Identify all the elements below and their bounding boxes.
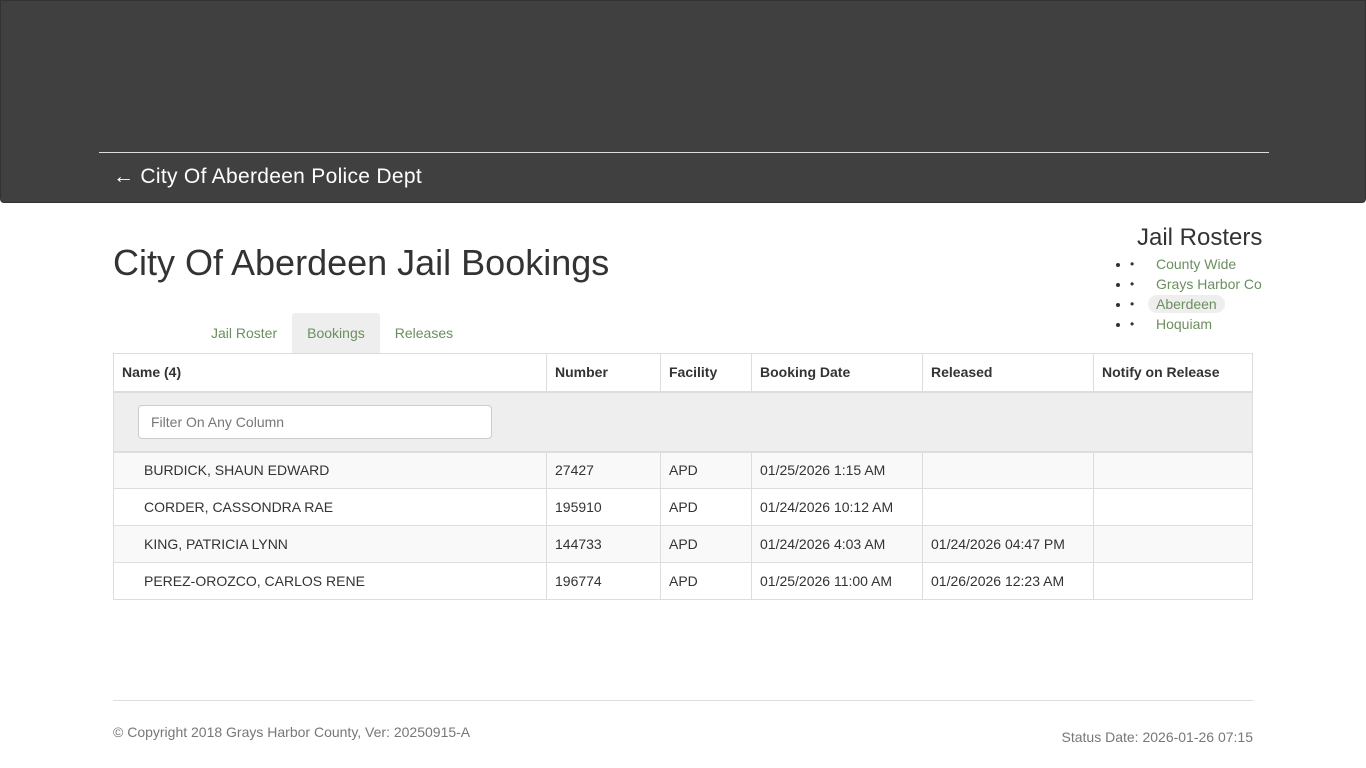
- cell-released: [922, 451, 1094, 489]
- status-date: Status Date: 2026-01-26 07:15: [1061, 729, 1253, 745]
- column-header-notify[interactable]: Notify on Release: [1093, 353, 1253, 393]
- copyright-text: © Copyright 2018 Grays Harbor County, Ve…: [113, 724, 471, 740]
- cell-booking-date: 01/24/2026 4:03 AM: [751, 525, 923, 563]
- roster-link-county-wide[interactable]: County Wide: [1156, 256, 1237, 272]
- cell-released: [922, 488, 1094, 526]
- cell-booking-date: 01/25/2026 1:15 AM: [751, 451, 923, 489]
- column-header-facility[interactable]: Facility: [660, 353, 752, 393]
- column-header-booking-date[interactable]: Booking Date: [751, 353, 923, 393]
- table-row[interactable]: PEREZ-OROZCO, CARLOS RENE 196774 APD 01/25/…: [113, 562, 1253, 600]
- cell-booking-date: 01/25/2026 11:00 AM: [751, 562, 923, 600]
- cell-number: 196774: [546, 562, 661, 600]
- header-bar: ← City Of Aberdeen Police Dept: [0, 0, 1366, 203]
- back-link[interactable]: ← City Of Aberdeen Police Dept: [113, 165, 422, 188]
- column-header-name[interactable]: Name (4): [113, 353, 547, 393]
- cell-number: 27427: [546, 451, 661, 489]
- roster-link-aberdeen[interactable]: Aberdeen: [1148, 295, 1225, 313]
- cell-facility: APD: [660, 488, 752, 526]
- roster-item: Grays Harbor Co: [1130, 274, 1270, 294]
- roster-link-hoquiam[interactable]: Hoquiam: [1156, 316, 1213, 332]
- cell-number: 144733: [546, 525, 661, 563]
- jail-rosters-title: Jail Rosters: [1137, 224, 1263, 251]
- bookings-table: Name (4) Number Facility Booking Date Re…: [113, 353, 1253, 600]
- cell-booking-date: 01/24/2026 10:12 AM: [751, 488, 923, 526]
- table-row[interactable]: KING, PATRICIA LYNN 144733 APD 01/24/2026 4…: [113, 525, 1253, 563]
- cell-notify: [1093, 525, 1253, 563]
- tab-releases[interactable]: Releases: [394, 325, 454, 341]
- cell-facility: APD: [660, 451, 752, 489]
- column-header-number[interactable]: Number: [546, 353, 661, 393]
- cell-name: PEREZ-OROZCO, CARLOS RENE: [113, 562, 547, 600]
- table-row[interactable]: BURDICK, SHAUN EDWARD 27427 APD 01/25/2026 …: [113, 451, 1253, 489]
- tabs: Jail Roster Bookings Releases: [196, 313, 468, 353]
- filter-row: [113, 391, 1253, 453]
- cell-released: 01/24/2026 04:47 PM: [922, 525, 1094, 563]
- roster-item: Aberdeen: [1130, 294, 1270, 314]
- filter-cell: [113, 391, 1253, 453]
- jail-rosters-nav: Jail Rosters County Wide Grays Harbor Co…: [1130, 224, 1270, 334]
- cell-released: 01/26/2026 12:23 AM: [922, 562, 1094, 600]
- tab-bookings[interactable]: Bookings: [292, 313, 380, 353]
- roster-item: County Wide: [1130, 254, 1270, 274]
- cell-number: 195910: [546, 488, 661, 526]
- table-row[interactable]: CORDER, CASSONDRA RAE 195910 APD 01/24/2026…: [113, 488, 1253, 526]
- cell-notify: [1093, 562, 1253, 600]
- column-header-released[interactable]: Released: [922, 353, 1094, 393]
- cell-facility: APD: [660, 525, 752, 563]
- cell-name: CORDER, CASSONDRA RAE: [113, 488, 547, 526]
- roster-item: Hoquiam: [1130, 314, 1270, 334]
- page-title: City Of Aberdeen Jail Bookings: [113, 242, 610, 283]
- header-divider: [99, 152, 1269, 153]
- table-header-row: Name (4) Number Facility Booking Date Re…: [113, 353, 1253, 393]
- filter-input[interactable]: [138, 404, 492, 439]
- tab-jail-roster[interactable]: Jail Roster: [211, 325, 278, 341]
- cell-name: BURDICK, SHAUN EDWARD: [113, 451, 547, 489]
- roster-link-grays-harbor-co[interactable]: Grays Harbor Co: [1156, 276, 1262, 292]
- footer-divider: [113, 700, 1253, 701]
- cell-notify: [1093, 451, 1253, 489]
- cell-facility: APD: [660, 562, 752, 600]
- cell-notify: [1093, 488, 1253, 526]
- cell-name: KING, PATRICIA LYNN: [113, 525, 547, 563]
